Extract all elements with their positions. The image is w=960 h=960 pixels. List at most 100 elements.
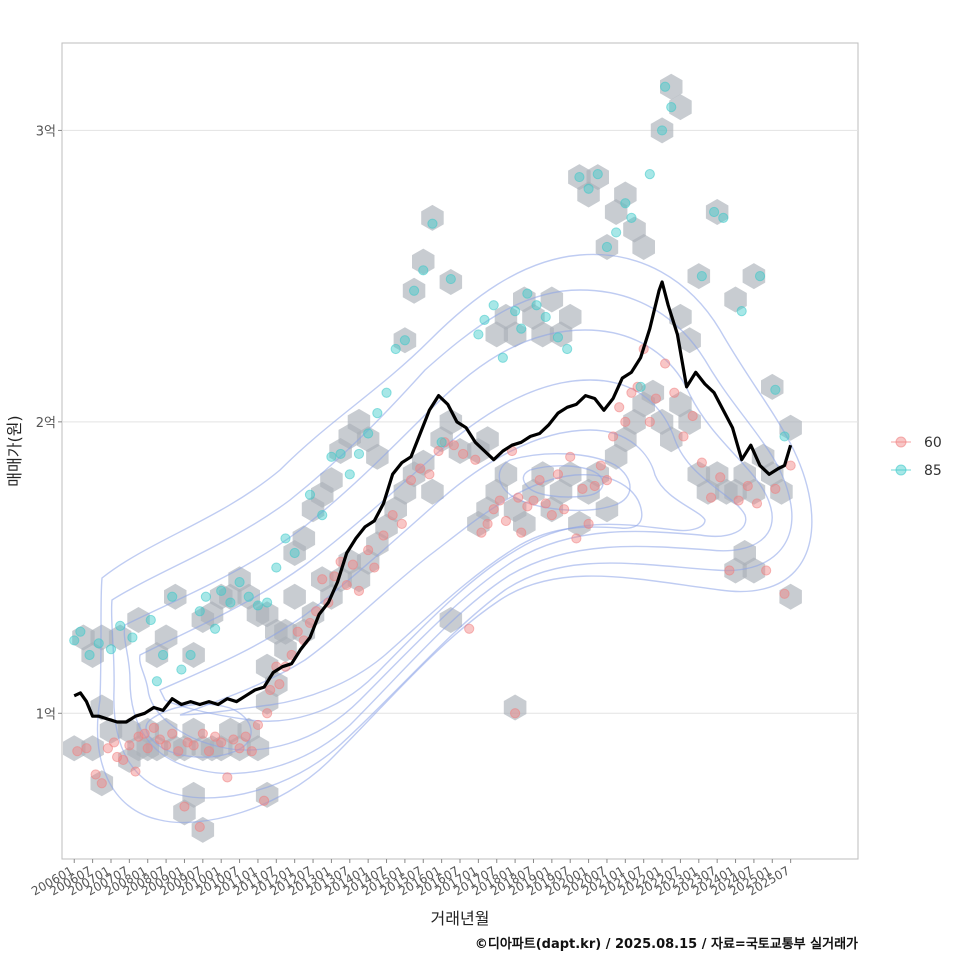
scatter-point-60 (347, 559, 358, 570)
scatter-point-60 (222, 772, 233, 783)
scatter-point-60 (209, 731, 221, 742)
hexbin-cell (669, 94, 692, 121)
scatter-point-85 (363, 428, 374, 439)
scatter-point-60 (552, 469, 564, 480)
hexbin-cell (623, 408, 646, 435)
scatter-point-85 (225, 597, 236, 608)
scatter-point-60 (363, 544, 374, 556)
scatter-point-60 (415, 463, 426, 474)
scatter-point-60 (246, 746, 257, 757)
scatter-point-60 (715, 472, 726, 483)
scatter-point-85 (115, 620, 126, 631)
hexbin-cell (742, 263, 766, 290)
scatter-point-60 (595, 460, 606, 471)
scatter-point-85 (770, 384, 781, 395)
scatter-point-60 (705, 492, 717, 503)
y-axis-title: 매매가(원) (5, 415, 24, 486)
scatter-point-85 (540, 311, 551, 323)
scatter-point-60 (494, 495, 505, 506)
scatter-point-85 (151, 676, 163, 687)
contour-line (123, 329, 773, 775)
contour-line (522, 465, 604, 498)
scatter-point-60 (234, 743, 245, 754)
scatter-point-60 (482, 518, 493, 529)
legend-label-60: 60 (924, 435, 942, 451)
scatter-point-85 (262, 597, 273, 608)
scatter-point-60 (516, 527, 527, 538)
hexbin-cell (577, 478, 600, 505)
scatter-point-60 (500, 515, 512, 527)
scatter-point-85 (736, 306, 747, 317)
scatter-point-60 (534, 475, 545, 486)
hexbin-cell (513, 510, 536, 537)
hexbin-cell (779, 583, 802, 610)
scatter-point-60 (387, 510, 398, 521)
scatter-point-85 (69, 635, 80, 646)
density-contours (96, 253, 813, 824)
hexbin-cell (283, 583, 306, 610)
scatter-point-60 (540, 498, 551, 509)
scatter-point-60 (577, 483, 588, 494)
scatter-point-60 (274, 679, 285, 690)
scatter-point-60 (687, 410, 698, 422)
scatter-point-60 (785, 460, 796, 471)
hexbin-cell (127, 607, 150, 633)
scatter-point-60 (522, 501, 533, 512)
scatter-point-60 (751, 498, 763, 509)
scatter-point-85 (696, 271, 707, 282)
scatter-point-85 (408, 285, 420, 296)
scatter-point-85 (326, 451, 337, 462)
scatter-point-85 (243, 591, 254, 602)
scatter-point-85 (200, 591, 211, 602)
scatter-point-60 (341, 579, 352, 591)
hexbin-cell (439, 607, 463, 633)
scatter-point-60 (72, 746, 83, 757)
hexbin-cell (595, 234, 619, 260)
hexbin-cell (503, 694, 527, 721)
scatter-point-85 (754, 271, 766, 282)
scatter-point-60 (228, 734, 239, 745)
hexbin-cell (255, 601, 279, 628)
scatter-point-85 (660, 81, 671, 92)
scatter-point-85 (353, 448, 365, 460)
hexbin-cell (614, 181, 637, 208)
legend-swatch-85 (895, 464, 907, 476)
hexbin-cell (669, 391, 692, 418)
scatter-point-60 (660, 358, 671, 369)
scatter-point-60 (724, 565, 735, 576)
scatter-point-85 (216, 585, 227, 596)
hexbin-cell (705, 199, 729, 225)
y-tick-label: 2억 (36, 416, 56, 431)
hexbin-cell (347, 566, 371, 593)
hexbin-cell (182, 781, 205, 808)
scatter-point-60 (265, 684, 276, 696)
hexbin-cell (687, 263, 711, 290)
hexbin-cell (696, 478, 720, 505)
scatter-point-85 (167, 591, 178, 602)
scatter-point-60 (733, 495, 744, 506)
median-trend-line (73, 280, 793, 724)
scatter-point-60 (779, 588, 790, 599)
scatter-point-60 (216, 737, 227, 748)
hexbin-cell (90, 694, 114, 721)
scatter-point-85 (194, 606, 205, 617)
scatter-point-60 (148, 722, 159, 733)
scatter-point-85 (289, 547, 300, 559)
contour-line (498, 453, 631, 512)
scatter-point-85 (531, 300, 542, 311)
scatter-point-60 (160, 740, 172, 751)
hexbin-cell (421, 204, 444, 231)
scatter-point-60 (589, 480, 600, 492)
scatter-point-60 (626, 387, 637, 398)
scatter-point-85 (280, 533, 291, 544)
scatter-point-85 (620, 198, 631, 209)
scatter-point-60 (96, 778, 107, 789)
hexbin-cell (503, 321, 527, 348)
scatter-point-60 (448, 440, 459, 451)
scatter-point-85 (709, 206, 720, 218)
hexbin-cell (770, 478, 793, 505)
hexbin-cell (118, 717, 141, 744)
hexbin-cell (522, 303, 545, 330)
hexbin-cell (742, 478, 766, 505)
